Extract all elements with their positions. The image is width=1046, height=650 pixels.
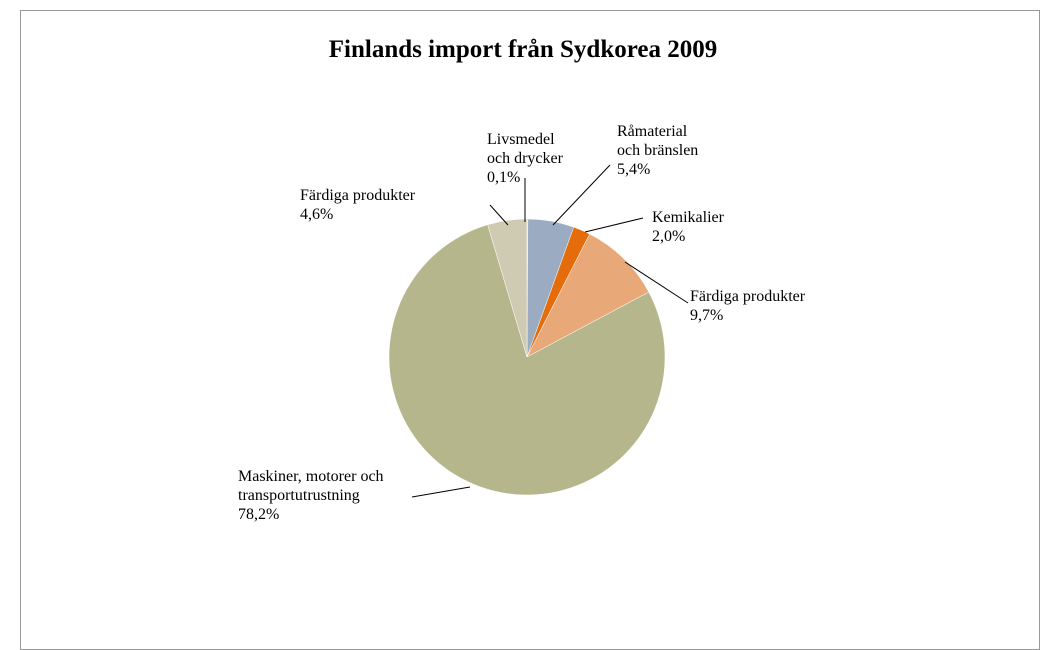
- slice-value-label: 2,0%: [652, 228, 686, 245]
- leader-line: [411, 486, 471, 498]
- slice-value-label: 78,2%: [238, 506, 280, 523]
- slice-label: Råmaterial och bränslen: [617, 123, 699, 159]
- slice-value-label: 5,4%: [617, 161, 651, 178]
- leader-line: [584, 217, 644, 233]
- slice-value-label: 4,6%: [300, 206, 334, 223]
- slice-label: Färdiga produkter: [690, 288, 806, 305]
- slice-label: Färdiga produkter: [300, 187, 416, 204]
- slice-label: Kemikalier: [652, 209, 724, 226]
- slice-label: Livsmedel och drycker: [487, 131, 563, 167]
- slice-label: Maskiner, motorer och transportutrustnin…: [238, 468, 384, 504]
- slice-value-label: 9,7%: [690, 307, 724, 324]
- pie-slice: [487, 218, 528, 358]
- slice-value-label: 0,1%: [487, 169, 521, 186]
- leader-line: [489, 204, 509, 226]
- pie-slice: [388, 224, 666, 496]
- chart-title: Finlands import från Sydkorea 2009: [328, 36, 718, 63]
- leader-line: [552, 164, 611, 226]
- leader-line: [624, 261, 689, 304]
- pie-slice: [526, 233, 650, 358]
